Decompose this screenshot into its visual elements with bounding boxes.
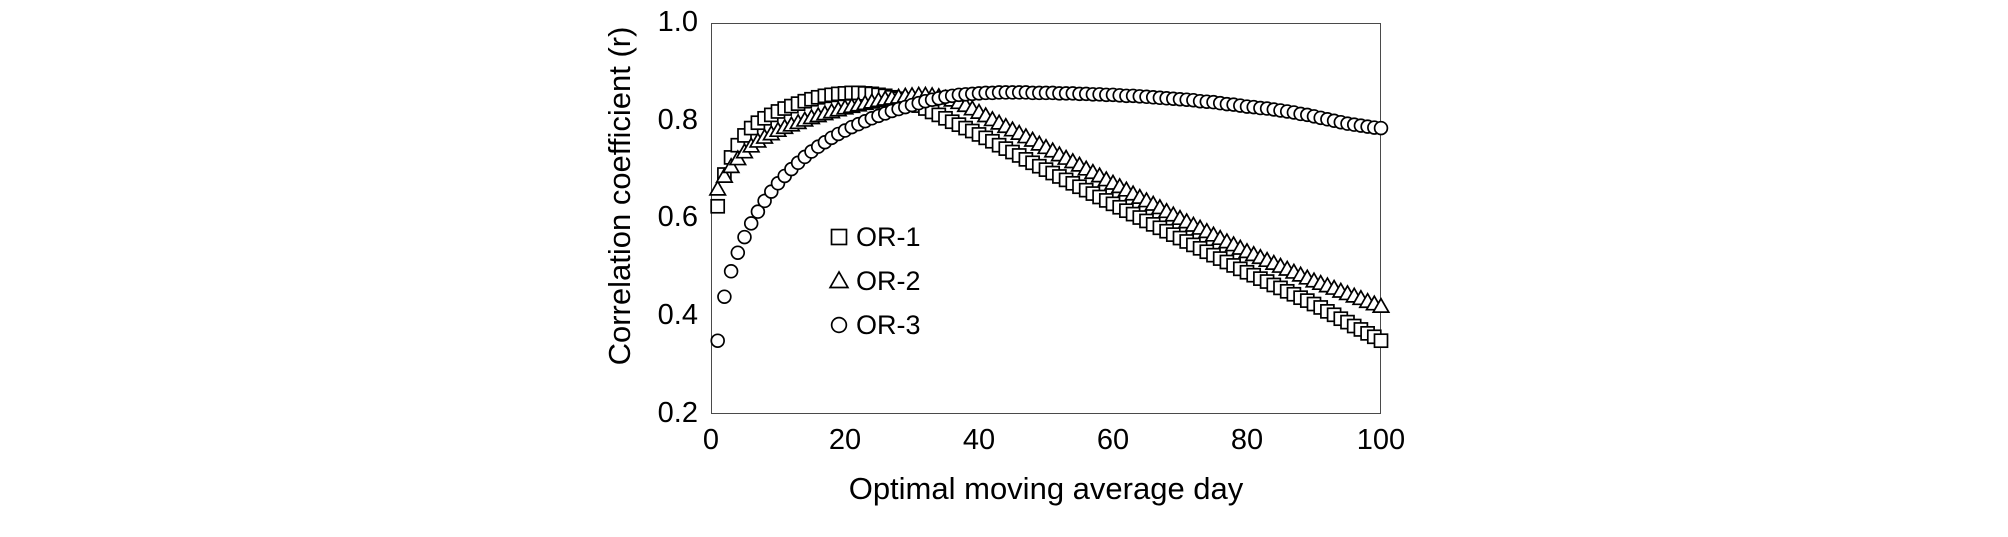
circle-marker-icon bbox=[830, 316, 848, 334]
x-tick-label-60: 60 bbox=[1096, 424, 1130, 456]
legend-label: OR-3 bbox=[856, 309, 921, 340]
legend: OR-1 OR-2 OR-3 bbox=[826, 215, 921, 347]
y-tick-label-0-4: 0.4 bbox=[657, 298, 698, 331]
x-axis-title: Optimal moving average day bbox=[848, 471, 1244, 506]
legend-label: OR-1 bbox=[856, 221, 921, 252]
x-tick-label-80: 80 bbox=[1230, 424, 1264, 456]
square-marker-icon bbox=[830, 228, 848, 246]
y-tick-label-0-2: 0.2 bbox=[657, 396, 698, 429]
legend-item-or-2: OR-2 bbox=[826, 259, 921, 303]
x-tick-label-0: 0 bbox=[702, 424, 720, 456]
x-tick-label-20: 20 bbox=[828, 424, 862, 456]
y-tick-label-1-0: 1.0 bbox=[657, 5, 698, 38]
legend-item-or-3: OR-3 bbox=[826, 303, 921, 347]
y-axis-title: Correlation coefficient (r) bbox=[602, 26, 637, 366]
triangle-marker-icon bbox=[828, 270, 850, 289]
y-tick-label-0-8: 0.8 bbox=[657, 103, 698, 136]
y-tick-label-0-6: 0.6 bbox=[657, 200, 698, 233]
x-tick-label-40: 40 bbox=[962, 424, 996, 456]
x-tick-label-100: 100 bbox=[1356, 424, 1406, 456]
legend-item-or-1: OR-1 bbox=[826, 215, 921, 259]
legend-label: OR-2 bbox=[856, 265, 921, 296]
